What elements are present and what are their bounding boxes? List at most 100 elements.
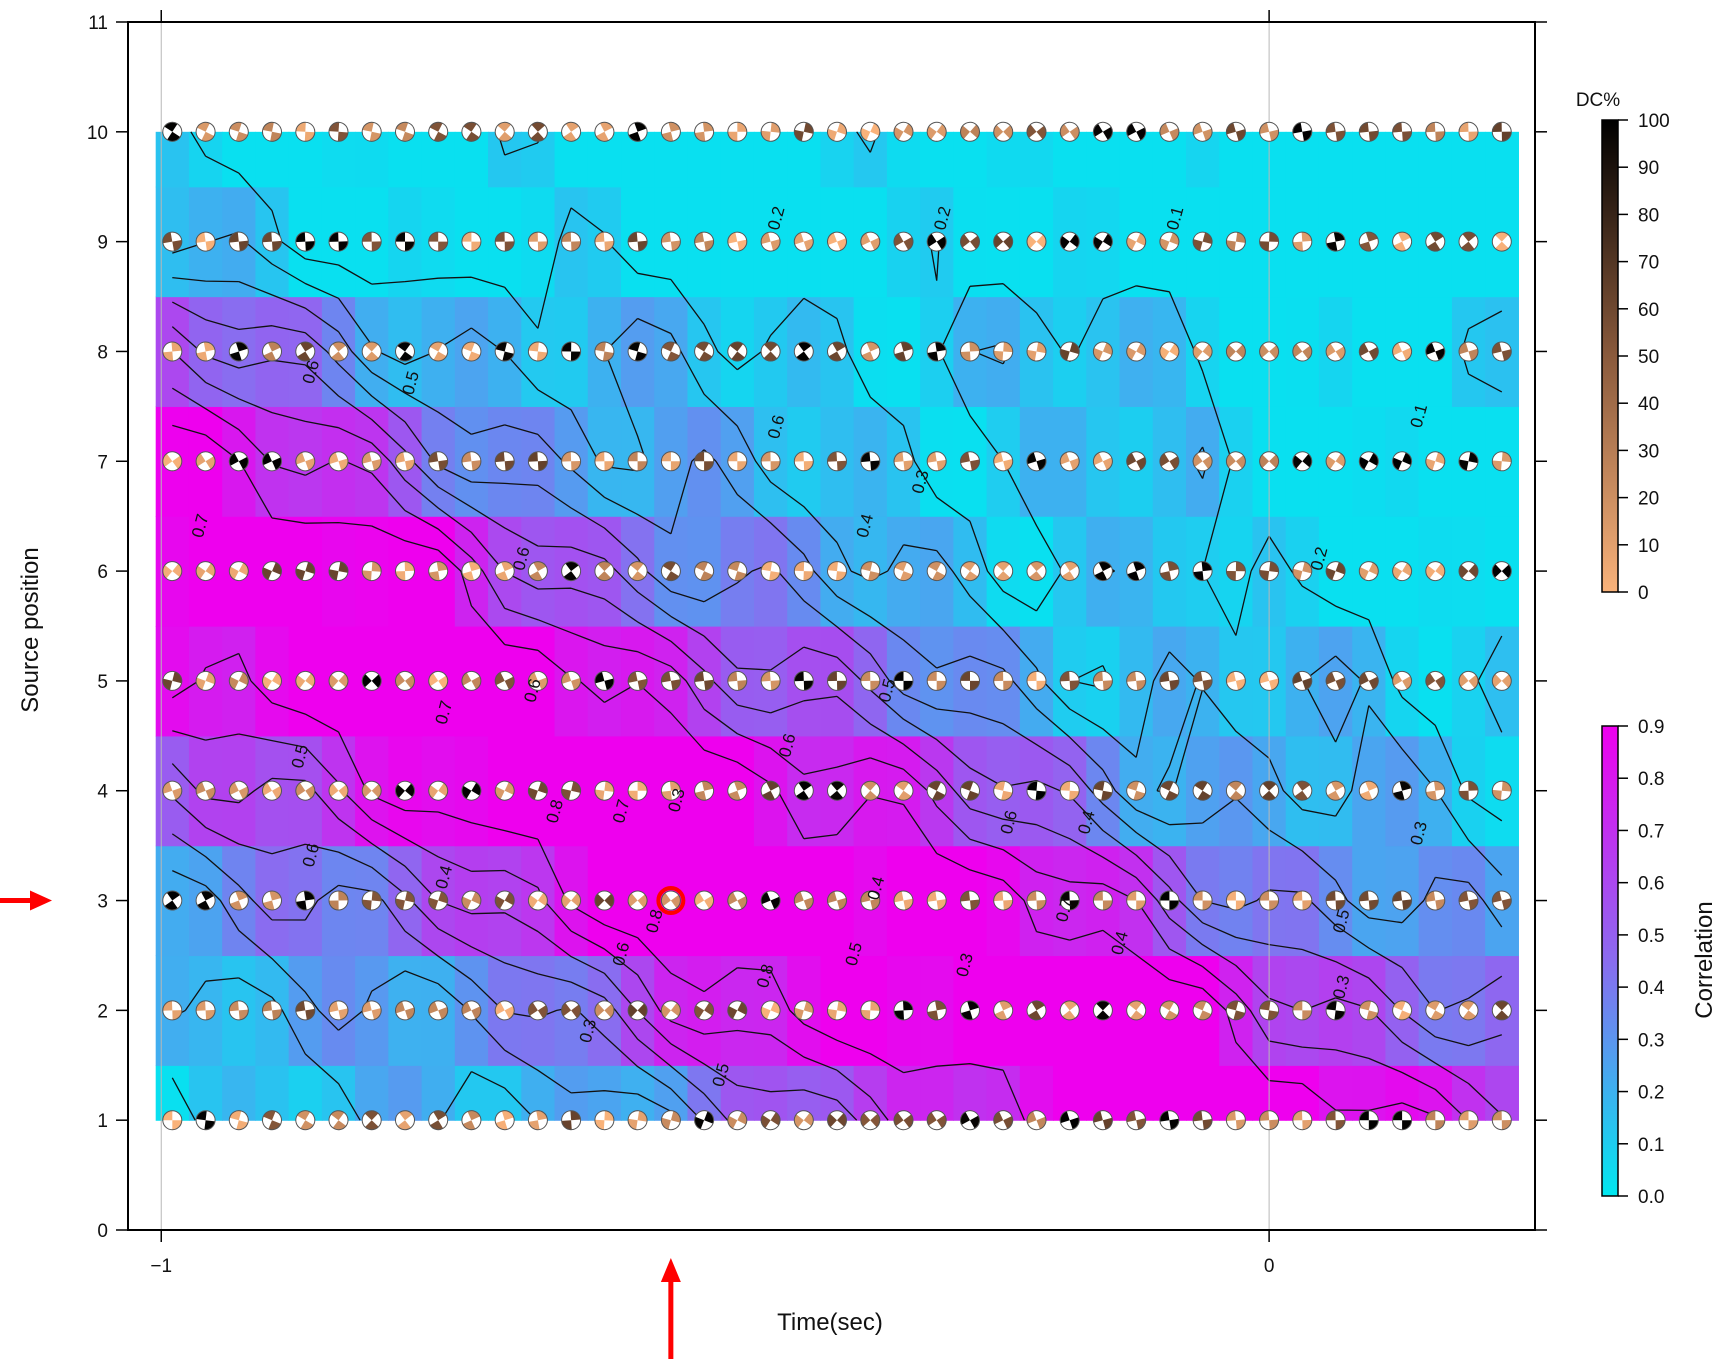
beachball-quadrant xyxy=(970,124,980,139)
beachball-rim xyxy=(760,121,781,142)
beachball-rim xyxy=(561,561,582,582)
beachball-quadrant xyxy=(894,127,904,141)
beachball-quadrant xyxy=(395,898,405,910)
beachball-quadrant xyxy=(162,565,173,579)
correlation-colorbar-ramp xyxy=(1601,725,1619,1197)
beachball-quadrant xyxy=(1433,781,1445,791)
beachball-quadrant xyxy=(1269,1119,1279,1130)
beachball-rim xyxy=(1192,451,1213,472)
beachball xyxy=(395,780,415,801)
beachball xyxy=(1292,341,1313,362)
beachball-rim xyxy=(993,121,1014,142)
y-tick-label: 1 xyxy=(97,1111,108,1132)
beachball-quadrant xyxy=(1102,126,1113,140)
beachball-quadrant xyxy=(463,122,477,132)
beachball xyxy=(428,231,449,252)
beachball-rim xyxy=(1292,561,1313,582)
beachball xyxy=(793,561,814,582)
beachball-quadrant xyxy=(1292,1110,1303,1121)
beachball-rim xyxy=(1092,341,1113,362)
beachball xyxy=(428,670,449,691)
beachball-rim xyxy=(827,1000,847,1021)
beachball-quadrant xyxy=(238,562,249,576)
beachball xyxy=(1092,670,1113,691)
beachball-quadrant xyxy=(295,232,306,243)
beachball-quadrant xyxy=(927,351,939,361)
beachball xyxy=(1026,890,1047,911)
beachball xyxy=(694,780,715,801)
beachball-rim xyxy=(727,121,748,142)
beachball xyxy=(760,1000,781,1021)
beachball xyxy=(228,341,249,362)
beachball-rim xyxy=(727,670,748,691)
beachball-quadrant xyxy=(404,561,415,572)
beachball xyxy=(1425,890,1446,911)
beachball-rim xyxy=(827,780,847,801)
beachball-quadrant xyxy=(662,342,675,352)
beachball xyxy=(1026,561,1047,582)
beachball-quadrant xyxy=(1036,234,1046,249)
beachball xyxy=(1292,890,1313,911)
beachball-rim xyxy=(328,231,349,252)
beachball-quadrant xyxy=(927,1010,939,1020)
beachball-quadrant xyxy=(196,232,206,243)
beachball-rim xyxy=(561,1000,582,1021)
beachball-quadrant xyxy=(1435,563,1445,577)
beachball-quadrant xyxy=(262,1000,272,1012)
beachball xyxy=(1225,231,1246,252)
beachball-rim xyxy=(827,670,847,691)
beachball xyxy=(694,451,715,472)
beachball-quadrant xyxy=(870,237,880,251)
beachball xyxy=(1491,561,1512,582)
beachball-quadrant xyxy=(162,453,173,467)
beachball xyxy=(1026,121,1047,142)
beachball-quadrant xyxy=(1229,790,1244,801)
beachball-quadrant xyxy=(467,1110,481,1121)
beachball-rim xyxy=(494,561,515,582)
beachball-quadrant xyxy=(433,351,447,361)
beachball-quadrant xyxy=(438,675,448,689)
beachball-quadrant xyxy=(1226,240,1236,252)
beachball xyxy=(1259,231,1280,252)
beachball-quadrant xyxy=(1334,1010,1346,1020)
beachball xyxy=(1392,1000,1413,1021)
beachball-quadrant xyxy=(1036,900,1046,910)
best-solution-marker xyxy=(656,886,686,916)
beachball-rim xyxy=(926,451,947,472)
beachball-rim xyxy=(328,890,349,911)
beachball xyxy=(1325,341,1346,362)
beachball-quadrant xyxy=(1402,131,1412,142)
beachball-quadrant xyxy=(863,790,878,801)
beachball xyxy=(1225,1000,1246,1021)
beachball xyxy=(428,1000,449,1021)
beachball-rim xyxy=(428,670,449,691)
beachball-quadrant xyxy=(329,569,339,581)
beachball-rim xyxy=(926,561,947,582)
beachball xyxy=(627,231,648,252)
beachball-rim xyxy=(395,451,415,472)
beachball-rim xyxy=(461,780,482,801)
beachball xyxy=(993,890,1014,911)
beachball xyxy=(262,780,282,801)
beachball-rim xyxy=(1358,451,1379,472)
beachball xyxy=(960,231,980,252)
beachball xyxy=(461,780,482,801)
beachball-rim xyxy=(793,341,814,362)
beachball-quadrant xyxy=(405,891,415,903)
beachball-quadrant xyxy=(960,125,970,139)
beachball-rim xyxy=(694,341,715,362)
beachball-quadrant xyxy=(1296,781,1310,791)
beachball xyxy=(395,670,415,691)
beachball xyxy=(594,121,615,142)
beachball xyxy=(395,231,415,252)
beachball-quadrant xyxy=(1326,1000,1337,1011)
beachball xyxy=(1292,670,1313,691)
beachball-quadrant xyxy=(197,122,210,132)
beachball-rim xyxy=(793,121,814,142)
beachball-quadrant xyxy=(332,342,346,352)
beachball-quadrant xyxy=(936,124,947,138)
beachball xyxy=(395,1000,415,1021)
beachball-rim xyxy=(1192,231,1213,252)
beachball-quadrant xyxy=(996,561,1010,572)
